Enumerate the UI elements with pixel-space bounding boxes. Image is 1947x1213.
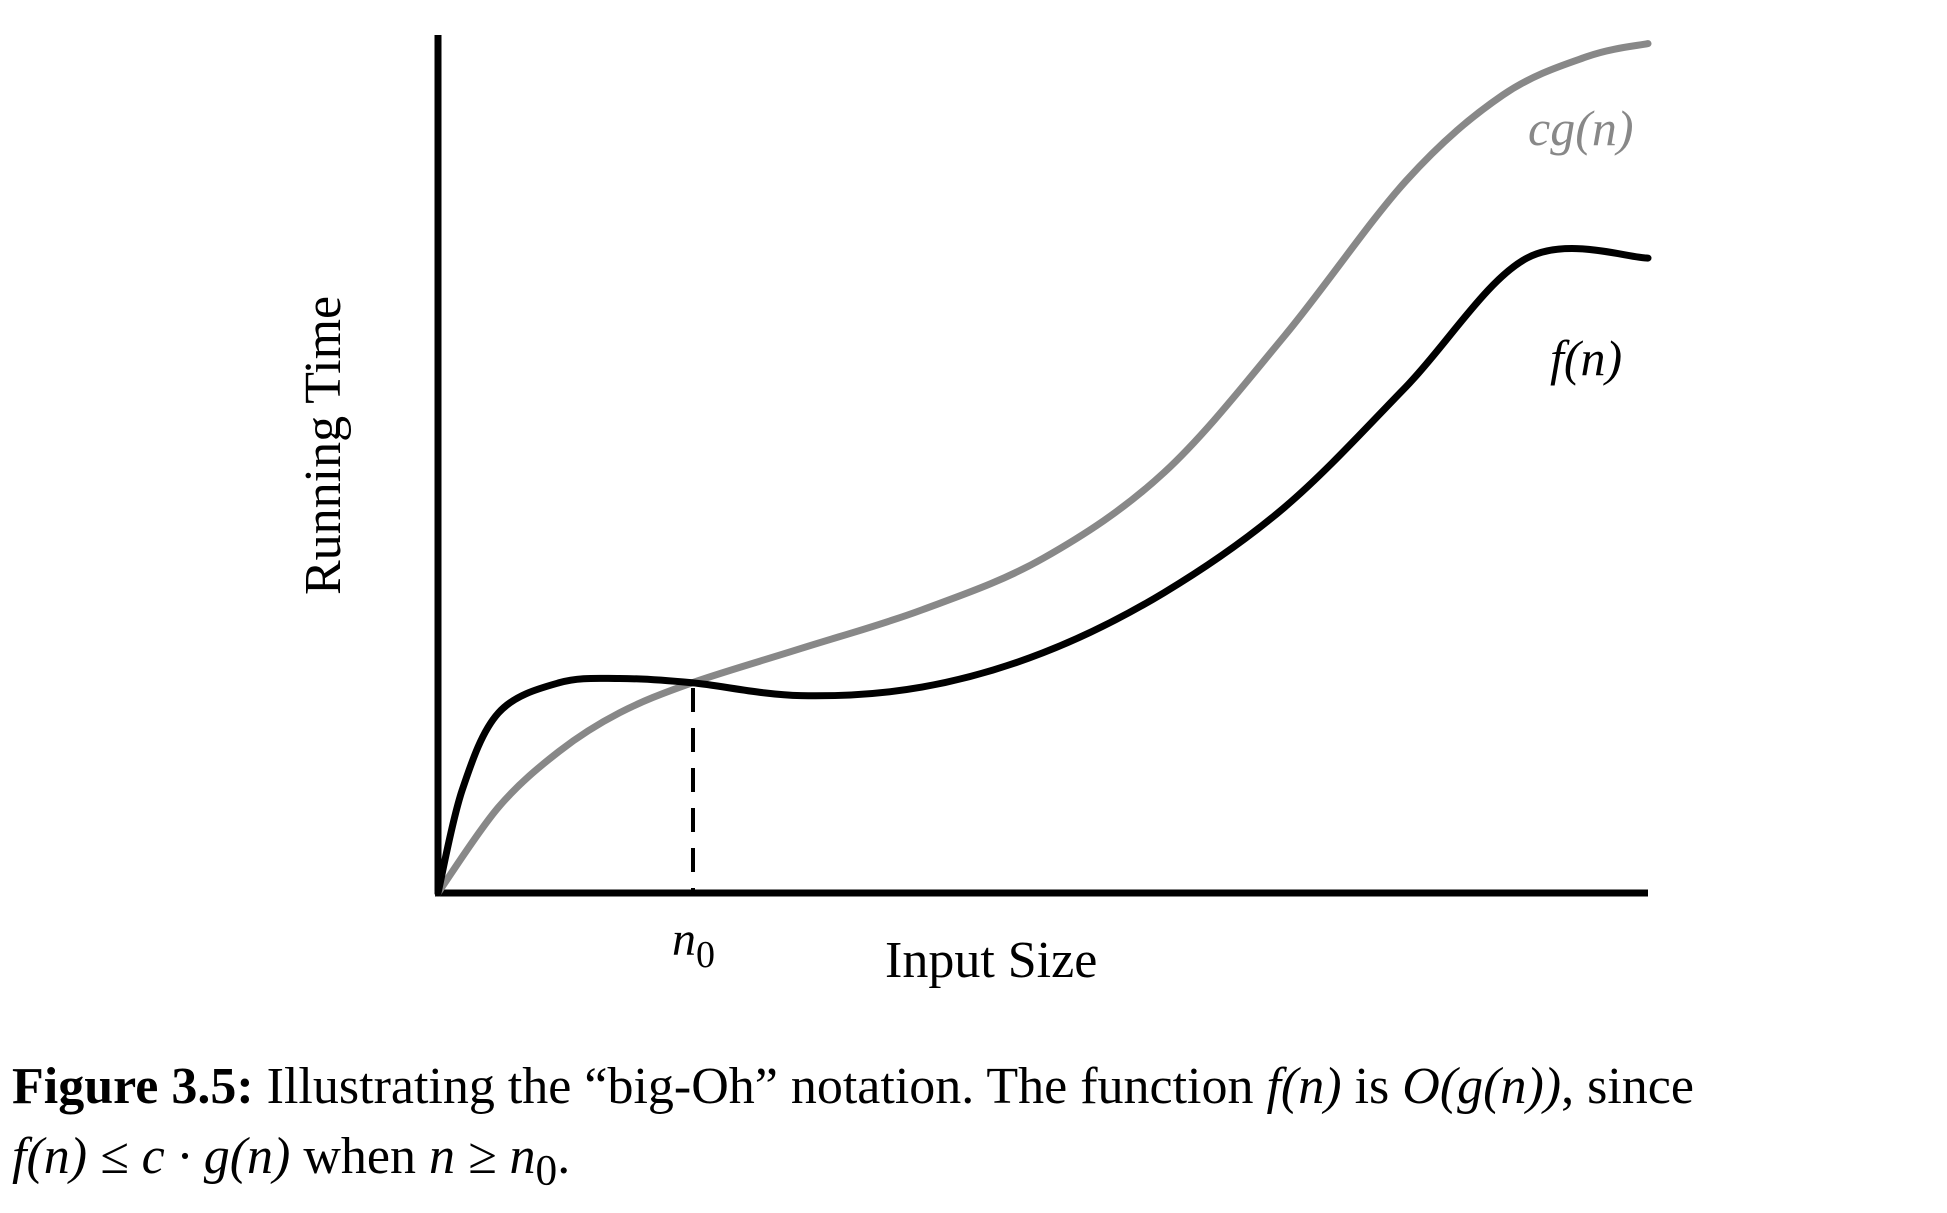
caption-text-5: .: [557, 1128, 571, 1185]
caption-figure-label: Figure 3.5:: [12, 1058, 254, 1115]
series-line-f: [434, 245, 1652, 897]
n0-tick-label: n0: [672, 913, 715, 976]
caption-text-2: is: [1341, 1058, 1403, 1115]
series-label-f: f(n): [1550, 330, 1622, 386]
series-label-cg: cg(n): [1528, 100, 1634, 156]
series-line-cg: [434, 40, 1652, 897]
chart: cg(n) f(n) n0 Input Size Running Time: [295, 35, 1652, 989]
caption-ogn: O(g(n)): [1402, 1058, 1562, 1115]
caption-condition: n ≥ n: [428, 1128, 536, 1185]
y-axis-label: Running Time: [295, 296, 352, 595]
caption-text-1: Illustrating the “big-Oh” notation. The …: [253, 1058, 1267, 1115]
x-axis-label: Input Size: [885, 932, 1097, 989]
caption-inequality: f(n) ≤ c · g(n): [12, 1128, 291, 1185]
figure-caption: Figure 3.5: Illustrating the “big-Oh” no…: [12, 1052, 1942, 1205]
caption-fn: f(n): [1266, 1058, 1342, 1115]
caption-text-4: when: [290, 1128, 429, 1185]
caption-subscript: 0: [535, 1146, 558, 1195]
caption-text-3: , since: [1561, 1058, 1694, 1115]
